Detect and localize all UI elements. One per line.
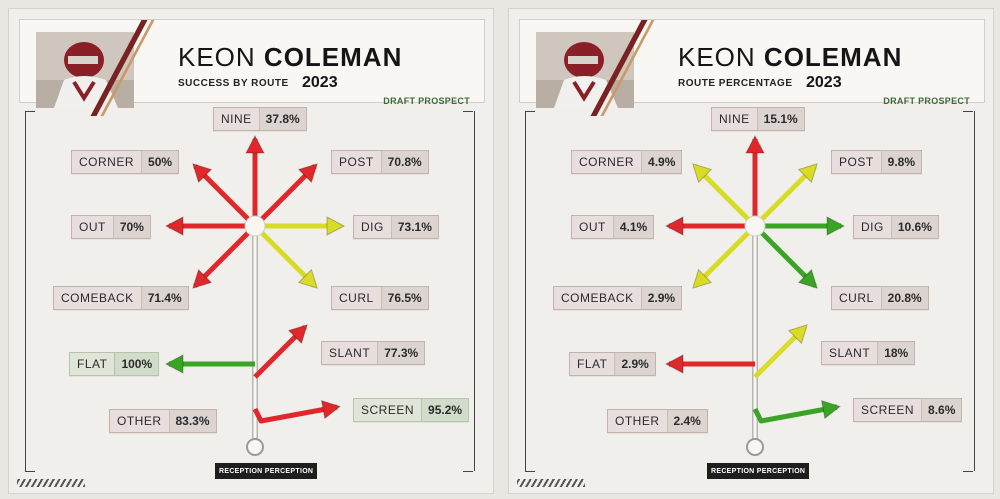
route-arrow-corner xyxy=(193,164,257,228)
route-arrow-post xyxy=(253,164,317,228)
panel-subtitle: ROUTE PERCENTAGE xyxy=(678,78,793,89)
route-label-corner: CORNER 4.9% xyxy=(571,150,683,174)
route-arrow-flat-head xyxy=(164,354,184,374)
route-label-out: OUT 4.1% xyxy=(571,215,655,239)
route-tree-frame xyxy=(525,111,975,471)
route-arrow-comeback xyxy=(193,224,257,288)
season-year: 2023 xyxy=(302,74,338,91)
route-arrow-corner-head xyxy=(692,163,713,184)
frame-corner xyxy=(963,111,973,112)
route-label-dig: DIG 73.1% xyxy=(353,215,439,239)
route-hub xyxy=(744,215,766,237)
route-label-other: OTHER 83.3% xyxy=(109,409,217,433)
route-arrow-slant-head xyxy=(287,324,308,345)
route-label-screen: SCREEN 95.2% xyxy=(353,398,470,422)
route-arrow-corner-head xyxy=(192,163,213,184)
route-arrow-comeback-head xyxy=(192,268,213,289)
route-tree-diagram xyxy=(664,134,846,456)
route-percentage-panel: KEON COLEMAN ROUTE PERCENTAGE 2023 DRAFT… xyxy=(508,8,994,494)
frame-corner xyxy=(963,471,973,472)
route-label-out: OUT 70% xyxy=(71,215,151,239)
frame-corner xyxy=(525,471,535,472)
route-label-curl: CURL 20.8% xyxy=(831,286,929,310)
route-label-post: POST 9.8% xyxy=(831,150,923,174)
reception-perception-logo: RECEPTION PERCEPTION xyxy=(707,463,810,479)
route-arrow-curl xyxy=(753,224,817,288)
last-name: COLEMAN xyxy=(763,42,903,72)
decorative-hatch xyxy=(517,479,585,487)
route-arrow-post-head xyxy=(297,163,318,184)
route-arrow-post xyxy=(753,164,817,228)
reception-perception-logo: RECEPTION PERCEPTION xyxy=(215,463,318,479)
route-arrow-comeback-head xyxy=(692,268,713,289)
last-name: COLEMAN xyxy=(263,42,403,72)
route-arrow-nine-head xyxy=(245,134,265,154)
route-start-node xyxy=(246,438,264,456)
frame-corner xyxy=(25,111,35,112)
route-label-post: POST 70.8% xyxy=(331,150,429,174)
route-tree-diagram xyxy=(164,134,346,456)
route-arrow-screen xyxy=(252,404,338,424)
route-tree-frame xyxy=(25,111,475,471)
route-label-slant: SLANT 18% xyxy=(821,341,916,365)
route-label-nine: NINE 37.8% xyxy=(213,107,307,131)
route-label-curl: CURL 76.5% xyxy=(331,286,429,310)
route-arrow-screen-head xyxy=(320,399,342,420)
first-name: KEON xyxy=(678,42,756,72)
route-label-dig: DIG 10.6% xyxy=(853,215,939,239)
route-label-other: OTHER 2.4% xyxy=(607,409,708,433)
frame-corner xyxy=(463,471,473,472)
route-arrow-curl xyxy=(253,224,317,288)
route-arrow-curl-head xyxy=(797,268,818,289)
panel-header: KEON COLEMAN SUCCESS BY ROUTE 2023 DRAFT… xyxy=(19,19,485,116)
first-name: KEON xyxy=(178,42,256,72)
route-arrow-comeback xyxy=(693,224,757,288)
route-arrow-out-head xyxy=(664,216,684,236)
route-arrow-out-head xyxy=(164,216,184,236)
route-arrow-dig-head xyxy=(326,216,346,236)
panel-subtitle: SUCCESS BY ROUTE xyxy=(178,78,289,89)
route-label-comeback: COMEBACK 71.4% xyxy=(53,286,189,310)
route-arrow-corner xyxy=(693,164,757,228)
frame-corner xyxy=(463,111,473,112)
draft-prospect-badge: DRAFT PROSPECT xyxy=(883,96,970,106)
route-arrow-nine-head xyxy=(745,134,765,154)
player-name: KEON COLEMAN xyxy=(678,42,902,73)
route-arrow-screen xyxy=(752,404,838,424)
route-arrow-screen-head xyxy=(820,399,842,420)
draft-prospect-badge: DRAFT PROSPECT xyxy=(383,96,470,106)
route-hub xyxy=(244,215,266,237)
player-name: KEON COLEMAN xyxy=(178,42,402,73)
route-label-corner: CORNER 50% xyxy=(71,150,180,174)
route-arrow-post-head xyxy=(797,163,818,184)
frame-corner xyxy=(525,111,535,112)
route-label-slant: SLANT 77.3% xyxy=(321,341,426,365)
season-year: 2023 xyxy=(806,74,842,91)
route-label-flat: FLAT 100% xyxy=(69,352,160,376)
route-label-flat: FLAT 2.9% xyxy=(569,352,656,376)
decorative-hatch xyxy=(17,479,85,487)
route-arrow-dig-head xyxy=(826,216,846,236)
frame-corner xyxy=(25,471,35,472)
route-start-node xyxy=(746,438,764,456)
success-by-route-panel: KEON COLEMAN SUCCESS BY ROUTE 2023 DRAFT… xyxy=(8,8,494,494)
panel-header: KEON COLEMAN ROUTE PERCENTAGE 2023 DRAFT… xyxy=(519,19,985,116)
route-arrow-flat-head xyxy=(664,354,684,374)
route-arrow-slant-head xyxy=(787,324,808,345)
route-arrow-curl-head xyxy=(297,268,318,289)
route-label-comeback: COMEBACK 2.9% xyxy=(553,286,683,310)
route-label-nine: NINE 15.1% xyxy=(711,107,805,131)
route-label-screen: SCREEN 8.6% xyxy=(853,398,963,422)
